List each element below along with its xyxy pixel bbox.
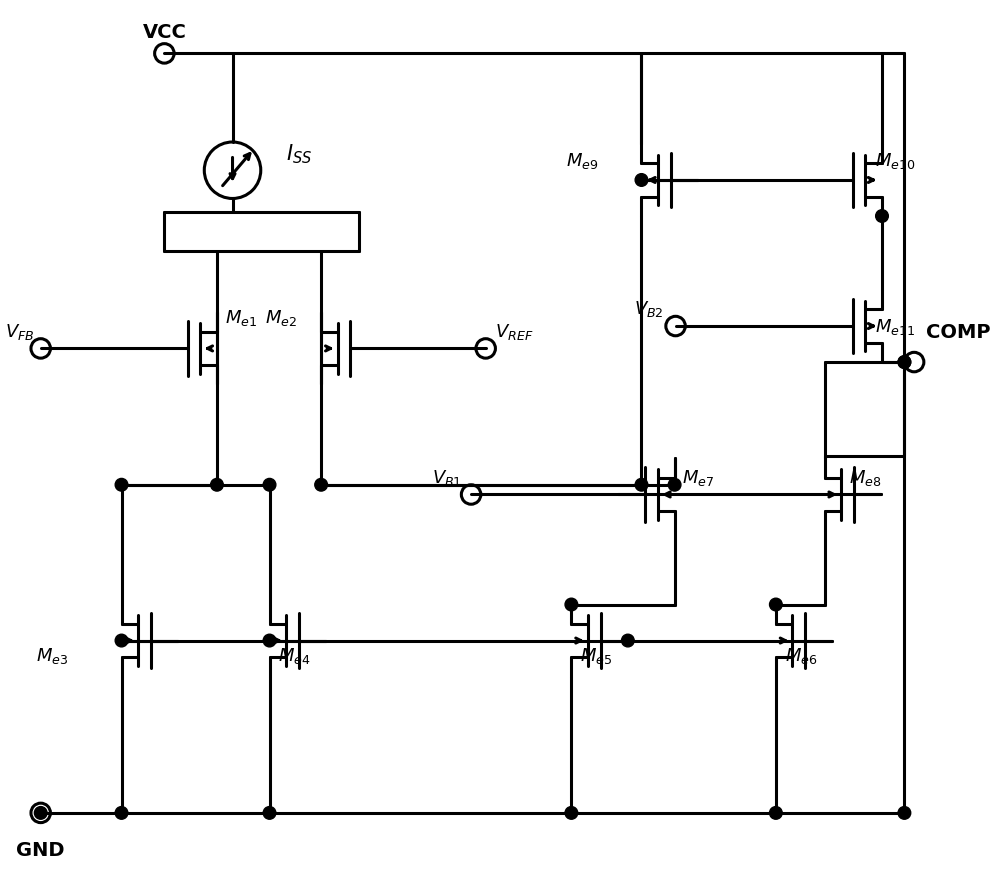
Text: VCC: VCC <box>142 24 186 42</box>
Text: $M_{e5}$: $M_{e5}$ <box>580 645 612 666</box>
Text: $V_{FB}$: $V_{FB}$ <box>5 321 35 342</box>
Circle shape <box>876 211 888 223</box>
Circle shape <box>898 356 911 369</box>
Text: $M_{e11}$: $M_{e11}$ <box>875 317 915 336</box>
Text: $V_{B1}$: $V_{B1}$ <box>432 467 461 487</box>
Circle shape <box>898 807 911 819</box>
Circle shape <box>115 479 128 492</box>
Text: $V_{REF}$: $V_{REF}$ <box>495 321 534 342</box>
Text: $M_{e8}$: $M_{e8}$ <box>849 467 881 487</box>
Circle shape <box>263 635 276 647</box>
Text: $M_{e2}$: $M_{e2}$ <box>265 307 297 327</box>
Text: $M_{e6}$: $M_{e6}$ <box>785 645 817 666</box>
Text: $M_{e10}$: $M_{e10}$ <box>875 151 916 171</box>
Circle shape <box>263 479 276 492</box>
Circle shape <box>115 635 128 647</box>
Circle shape <box>668 479 681 492</box>
Text: $M_{e7}$: $M_{e7}$ <box>682 467 715 487</box>
Circle shape <box>211 479 223 492</box>
Circle shape <box>635 479 648 492</box>
Text: $V_{B2}$: $V_{B2}$ <box>634 299 664 319</box>
Circle shape <box>635 175 648 187</box>
Text: $I_{SS}$: $I_{SS}$ <box>286 141 312 165</box>
Circle shape <box>115 807 128 819</box>
Circle shape <box>565 599 578 611</box>
Text: $M_{e9}$: $M_{e9}$ <box>566 151 598 171</box>
Text: GND: GND <box>16 840 65 860</box>
Circle shape <box>770 599 782 611</box>
Circle shape <box>770 807 782 819</box>
Text: $M_{e1}$: $M_{e1}$ <box>225 307 257 327</box>
Text: $M_{e3}$: $M_{e3}$ <box>36 645 68 666</box>
Circle shape <box>34 807 47 819</box>
Text: $M_{e4}$: $M_{e4}$ <box>278 645 311 666</box>
Text: COMP: COMP <box>926 322 990 342</box>
Circle shape <box>898 356 911 369</box>
Circle shape <box>565 807 578 819</box>
Circle shape <box>622 635 634 647</box>
Circle shape <box>263 807 276 819</box>
Circle shape <box>315 479 327 492</box>
